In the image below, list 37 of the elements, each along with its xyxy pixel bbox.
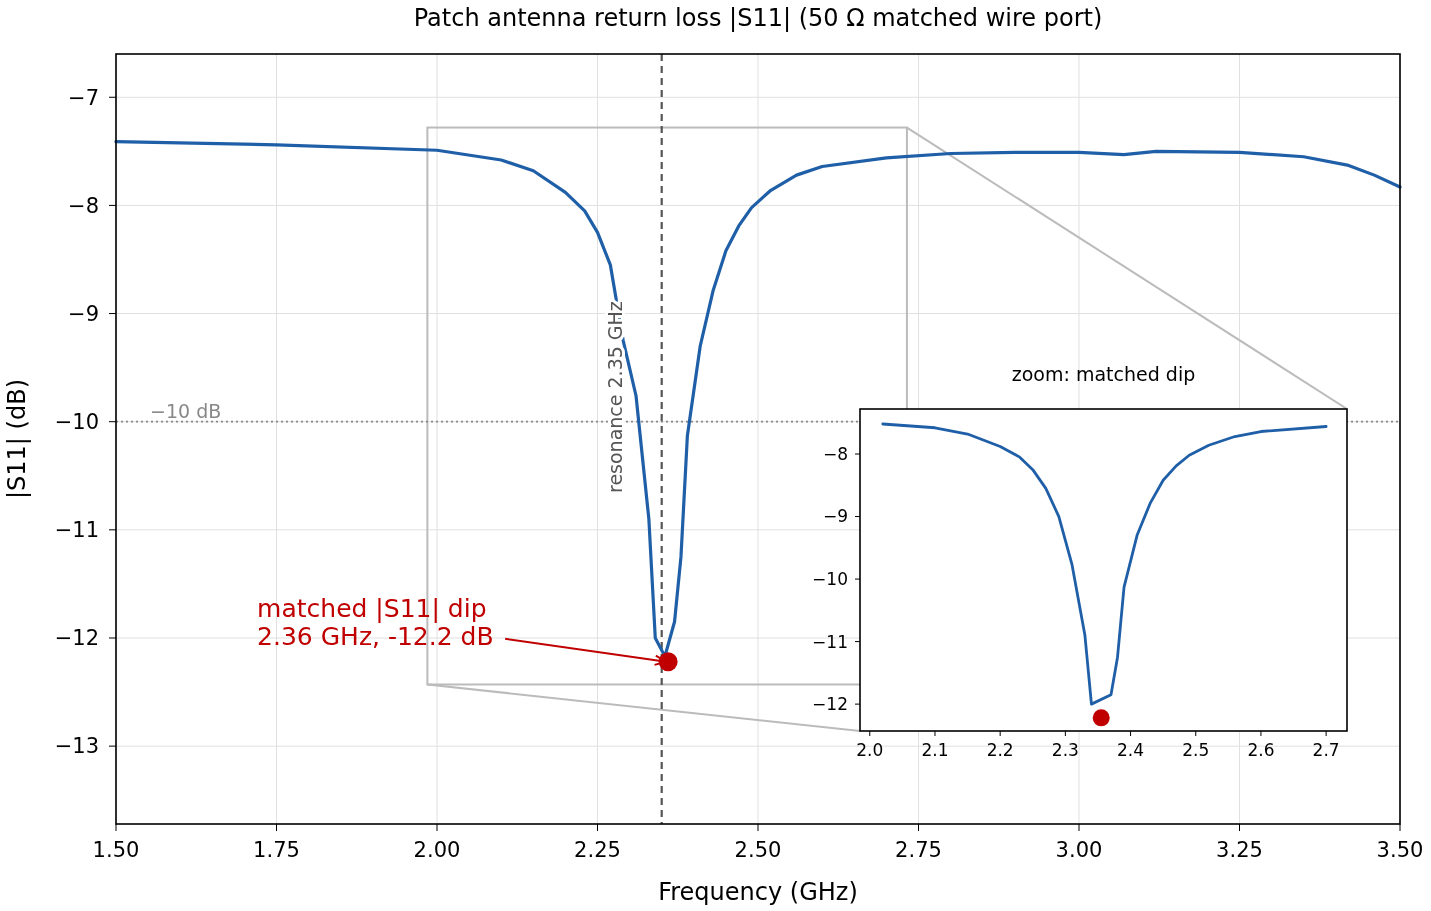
x-tick-label: 2.75 [895, 837, 942, 862]
y-tick-label: −7 [68, 85, 99, 110]
x-tick-label: 3.25 [1216, 837, 1263, 862]
x-axis-title: Frequency (GHz) [658, 878, 858, 906]
x-tick-label: 1.75 [253, 837, 300, 862]
x-tick-label: 3.00 [1055, 837, 1103, 862]
y-tick-label: −9 [68, 301, 99, 326]
y-tick-label: −9 [822, 506, 848, 527]
x-tick-label: 2.50 [734, 837, 782, 862]
x-tick-label: 2.6 [1247, 739, 1275, 760]
x-tick-label: 2.5 [1182, 739, 1210, 760]
y-tick-label: −10 [54, 410, 99, 435]
x-tick-label: 1.50 [92, 837, 140, 862]
x-tick-label: 2.00 [413, 837, 461, 862]
y-tick-label: −13 [54, 734, 99, 759]
x-tick-label: 2.2 [986, 739, 1014, 760]
x-tick-label: 2.3 [1051, 739, 1079, 760]
x-tick-label: 2.1 [921, 739, 949, 760]
x-tick-label: 3.50 [1376, 837, 1424, 862]
x-tick-label: 2.0 [856, 739, 884, 760]
line-series [881, 422, 1328, 706]
y-tick-label: −10 [812, 569, 848, 590]
chart-title: zoom: matched dip [1011, 363, 1196, 385]
y-tick-label: −11 [54, 518, 99, 543]
x-tick-label: 2.4 [1117, 739, 1145, 760]
y-axis-title: |S11| (dB) [3, 379, 31, 499]
y-tick-label: −8 [822, 443, 848, 464]
y-tick-label: −12 [812, 694, 848, 715]
y-tick-label: −8 [68, 193, 99, 218]
ref-line-label: −10 dB [150, 399, 222, 422]
y-tick-label: −12 [54, 626, 99, 651]
ref-line-label: resonance 2.35 GHz [603, 301, 626, 493]
annotation: matched |S11| dip 2.36 GHz, -12.2 dB [257, 593, 494, 651]
x-tick-label: 2.7 [1312, 739, 1340, 760]
chart-title: Patch antenna return loss |S11| (50 Ω matched wire port) [413, 4, 1103, 32]
x-tick-label: 2.25 [574, 837, 621, 862]
y-tick-label: −11 [812, 631, 848, 652]
